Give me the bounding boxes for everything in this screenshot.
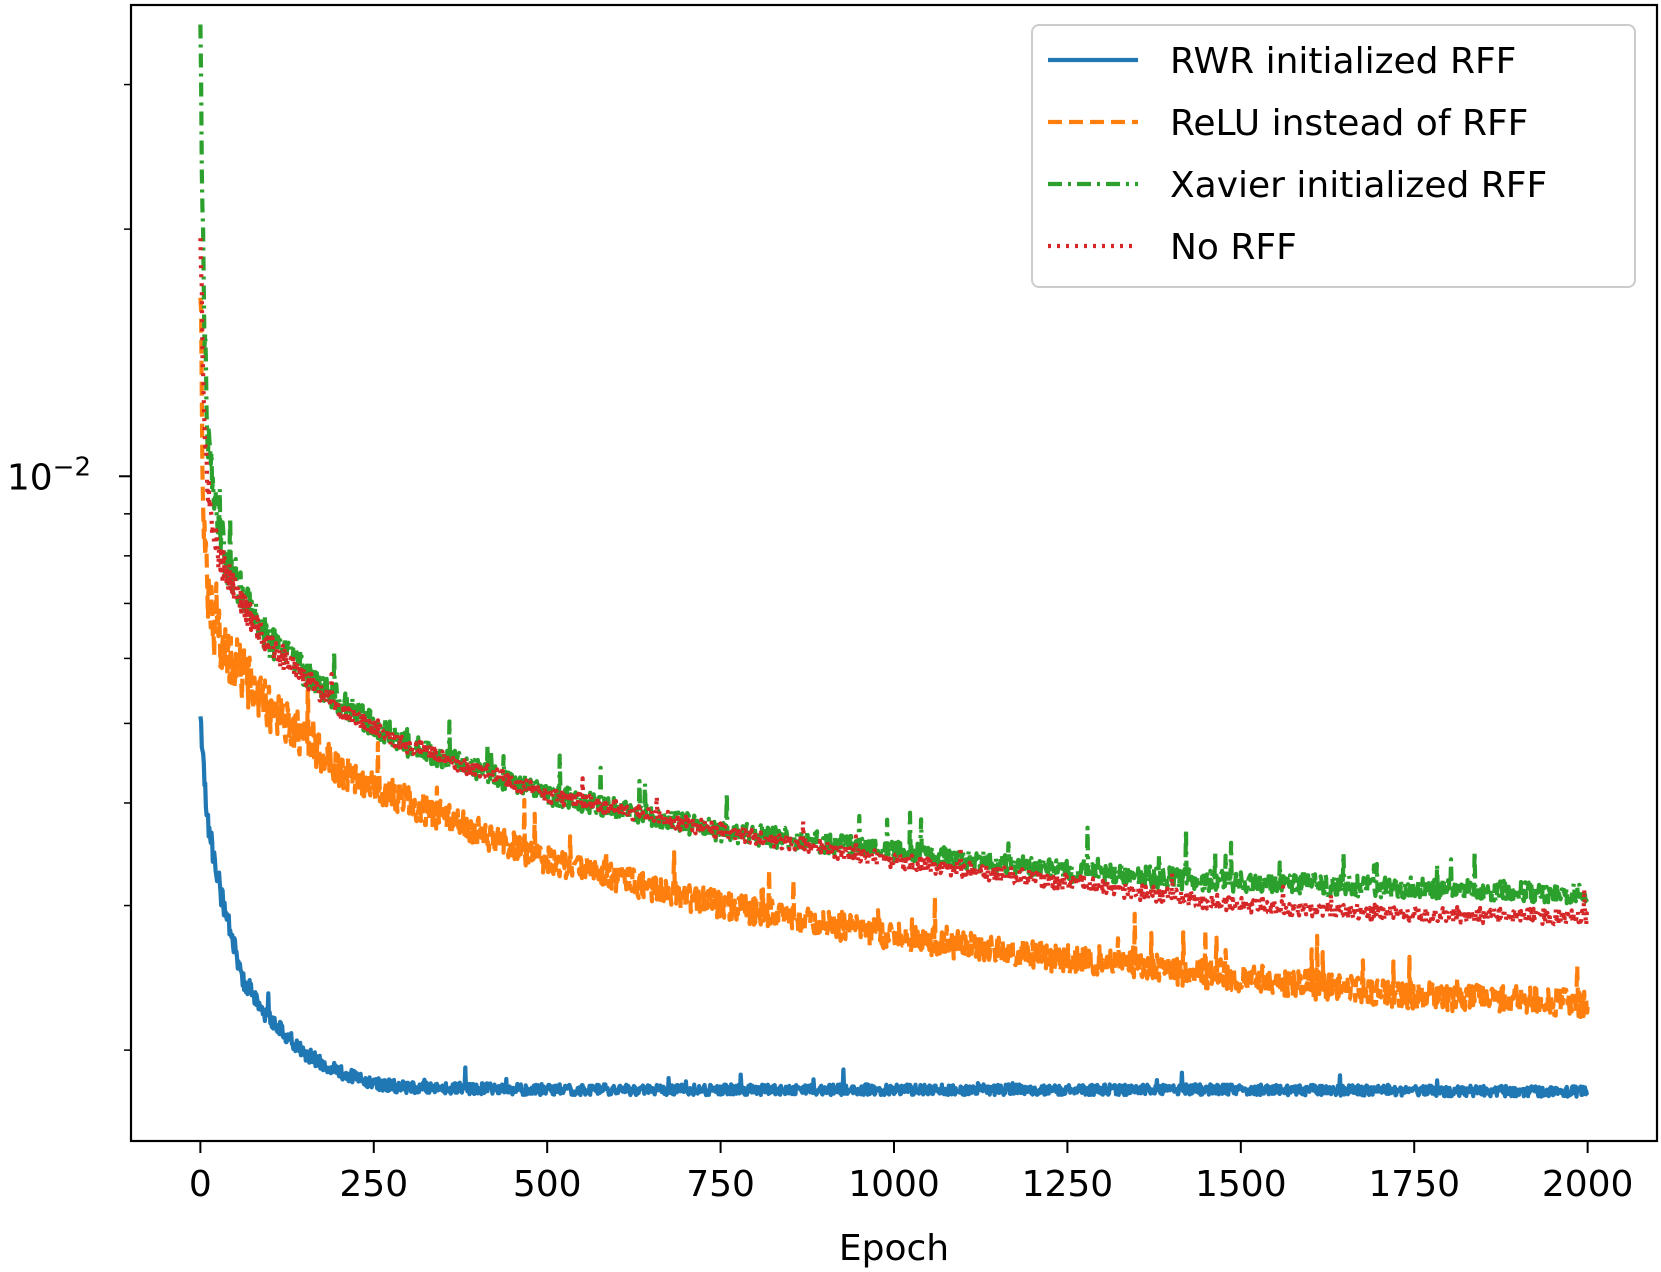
- legend-entry-label: RWR initialized RFF: [1170, 41, 1516, 82]
- x-axis-label: Epoch: [839, 1228, 949, 1269]
- legend-entry-label: Xavier initialized RFF: [1170, 165, 1547, 206]
- y-tick-label: 10−2: [7, 452, 91, 498]
- x-tick-label: 500: [513, 1164, 582, 1205]
- legend-entry-label: No RFF: [1170, 227, 1297, 268]
- x-tick-label: 1000: [848, 1164, 940, 1205]
- x-tick-label: 750: [686, 1164, 755, 1205]
- series-line: [198, 238, 1590, 928]
- x-tick-label: 1750: [1368, 1164, 1460, 1205]
- x-axis: 0 250 500 750 1000 1250 1500 1750 2000: [189, 1141, 1634, 1205]
- x-tick-label: 1250: [1022, 1164, 1114, 1205]
- x-tick-label: 1500: [1195, 1164, 1287, 1205]
- legend-box: [1031, 24, 1636, 288]
- series-line: [198, 716, 1590, 1099]
- y-axis: 10−2: [7, 83, 131, 1051]
- legend-entry-label: ReLU instead of RFF: [1170, 103, 1528, 144]
- x-tick-label: 2000: [1542, 1164, 1634, 1205]
- series-layer: [198, 24, 1590, 1099]
- x-tick-label: 0: [189, 1164, 212, 1205]
- x-tick-label: 250: [339, 1164, 408, 1205]
- series-line: [198, 297, 1590, 1020]
- series-line: [198, 24, 1590, 906]
- legend: RWR initialized RFF ReLU instead of RFF Xa…: [1031, 24, 1636, 288]
